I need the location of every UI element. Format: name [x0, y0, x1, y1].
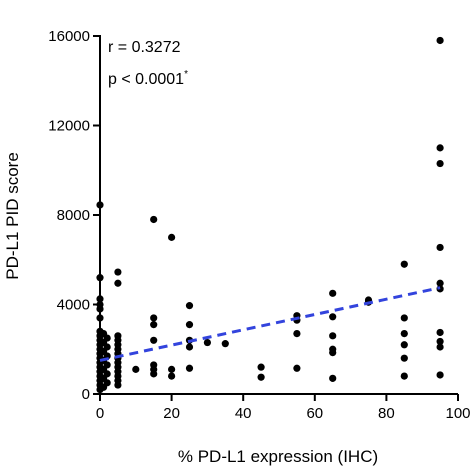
data-point [400, 260, 408, 268]
data-point [150, 215, 158, 224]
data-point [96, 314, 104, 322]
correlation-label: r = 0.3272 [108, 39, 181, 56]
data-point [257, 363, 265, 371]
x-tick-label: 100 [445, 405, 470, 422]
x-tick-label: 20 [163, 405, 180, 422]
data-point [185, 343, 194, 351]
data-point [168, 372, 176, 380]
data-point [114, 268, 122, 276]
p-value-text: p < 0.0001 [108, 71, 184, 88]
y-tick-label: 8000 [57, 207, 90, 224]
data-point [168, 365, 176, 373]
data-point [436, 279, 444, 287]
data-point [436, 36, 444, 45]
data-point [400, 341, 408, 349]
data-point [436, 343, 444, 351]
data-point [329, 349, 337, 357]
data-point [114, 381, 122, 389]
data-point [132, 365, 140, 373]
data-point [96, 305, 104, 313]
data-point [400, 329, 408, 338]
data-point [185, 321, 194, 329]
y-tick-label: 16000 [48, 28, 90, 45]
data-point [150, 336, 158, 344]
p-value-label: p < 0.0001* [108, 69, 188, 88]
x-tick-label: 0 [96, 405, 104, 422]
data-point [293, 329, 301, 338]
p-value-asterisk: * [184, 69, 188, 80]
data-point [150, 370, 158, 378]
x-ticks: 0 20 40 60 80 100 [96, 394, 471, 422]
regression-trendline [99, 286, 441, 362]
x-tick-label: 40 [235, 405, 252, 422]
y-tick-label: 4000 [57, 297, 90, 314]
data-point [257, 373, 265, 381]
data-point [150, 314, 158, 322]
x-tick-label: 80 [378, 405, 395, 422]
data-point [329, 289, 337, 297]
y-axis-title: PD-L1 PID score [3, 152, 22, 280]
data-point [329, 332, 337, 340]
data-point [436, 144, 444, 152]
data-point [185, 364, 194, 372]
data-point [400, 354, 408, 362]
data-point [185, 302, 194, 310]
data-point [96, 201, 104, 209]
data-point [329, 374, 337, 382]
data-point [103, 334, 111, 342]
data-point [400, 314, 408, 322]
data-point [103, 343, 111, 351]
data-point [96, 274, 104, 282]
data-point [329, 313, 337, 321]
data-point [293, 364, 301, 372]
data-point [203, 338, 211, 347]
data-point [400, 372, 408, 380]
data-point [221, 340, 229, 348]
data-point [150, 321, 158, 329]
x-tick-label: 60 [306, 405, 323, 422]
data-point [96, 295, 104, 303]
data-point [436, 371, 444, 379]
data-point [436, 337, 444, 346]
data-point [168, 233, 176, 241]
data-point [114, 279, 122, 287]
y-ticks: 0 4000 8000 12000 16000 [48, 28, 100, 403]
y-tick-label: 12000 [48, 118, 90, 135]
data-points [96, 36, 444, 394]
data-point [436, 159, 444, 168]
data-point [103, 361, 111, 369]
x-axis-title: % PD-L1 expression (IHC) [178, 447, 378, 466]
y-tick-label: 0 [82, 386, 90, 403]
data-point [103, 379, 111, 387]
data-point [436, 243, 444, 252]
data-point [103, 370, 111, 378]
data-point [436, 328, 444, 337]
